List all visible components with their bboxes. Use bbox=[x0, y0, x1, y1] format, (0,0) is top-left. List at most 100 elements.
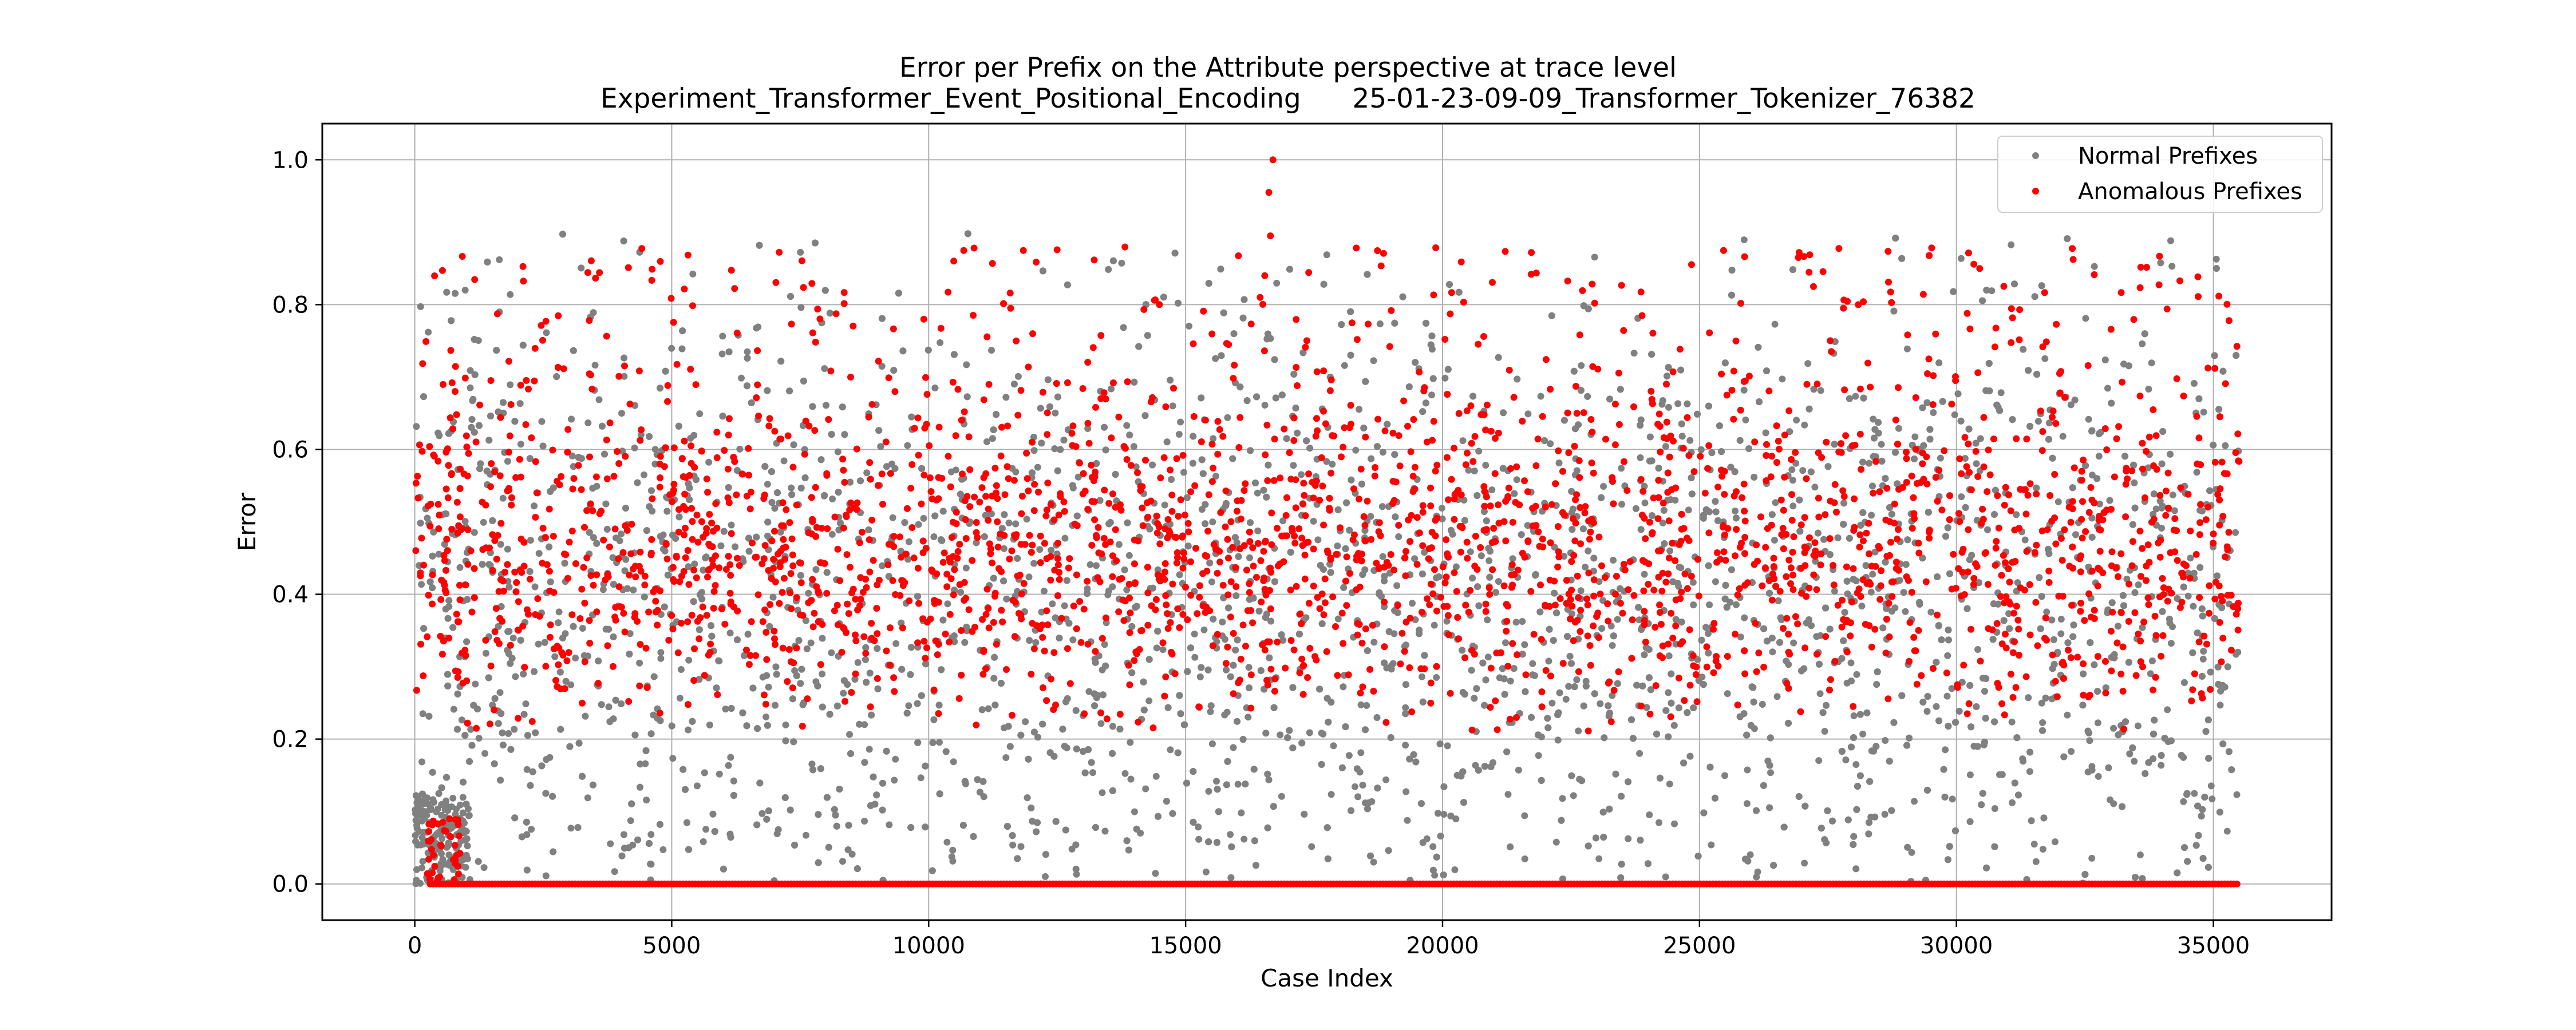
normal-point bbox=[584, 419, 592, 426]
normal-point bbox=[1059, 726, 1066, 733]
normal-point bbox=[1318, 620, 1326, 627]
normal-point bbox=[1279, 517, 1287, 525]
normal-point bbox=[1598, 494, 1605, 501]
normal-point bbox=[1609, 642, 1616, 649]
normal-point bbox=[1028, 469, 1036, 477]
normal-point bbox=[2174, 595, 2181, 602]
normal-point bbox=[495, 623, 502, 630]
normal-point bbox=[717, 542, 725, 549]
normal-point bbox=[962, 564, 970, 572]
normal-point bbox=[1022, 718, 1029, 726]
normal-point bbox=[1152, 870, 1159, 877]
normal-point bbox=[1933, 659, 1940, 666]
normal-point bbox=[1618, 501, 1626, 508]
normal-point bbox=[496, 256, 503, 263]
normal-point bbox=[851, 676, 859, 683]
normal-point bbox=[1340, 584, 1348, 591]
normal-point bbox=[964, 230, 971, 237]
normal-point bbox=[1039, 267, 1046, 275]
normal-point bbox=[1665, 364, 1672, 371]
normal-point bbox=[507, 746, 515, 753]
normal-point bbox=[1452, 563, 1460, 571]
normal-point bbox=[1101, 423, 1108, 431]
normal-point bbox=[790, 441, 797, 449]
normal-point bbox=[647, 730, 655, 738]
normal-point bbox=[574, 824, 582, 831]
normal-point bbox=[1834, 534, 1842, 541]
normal-point bbox=[1485, 557, 1493, 564]
normal-point bbox=[2207, 782, 2215, 790]
normal-point bbox=[2233, 791, 2241, 798]
normal-point bbox=[1740, 386, 1748, 394]
normal-point bbox=[1644, 860, 1652, 867]
normal-point bbox=[833, 702, 841, 710]
normal-point bbox=[1723, 604, 1730, 611]
normal-point bbox=[1052, 409, 1059, 417]
normal-point bbox=[957, 490, 964, 498]
normal-point bbox=[517, 441, 524, 448]
normal-point bbox=[1253, 862, 1259, 869]
normal-point bbox=[939, 616, 947, 624]
normal-point bbox=[507, 291, 514, 298]
normal-point bbox=[1714, 517, 1722, 524]
normal-point bbox=[936, 790, 943, 798]
normal-point bbox=[1678, 619, 1685, 626]
normal-point bbox=[1358, 480, 1365, 488]
normal-point bbox=[947, 468, 955, 476]
normal-point bbox=[1535, 752, 1542, 759]
normal-point bbox=[1262, 614, 1269, 621]
normal-point bbox=[1866, 819, 1872, 826]
normal-point bbox=[1844, 590, 1851, 597]
normal-point bbox=[1908, 849, 1915, 856]
normal-point bbox=[1801, 802, 1809, 810]
normal-point bbox=[758, 810, 766, 817]
normal-point bbox=[2079, 702, 2087, 709]
normal-point bbox=[1189, 459, 1196, 467]
normal-point bbox=[1712, 794, 1718, 802]
normal-point bbox=[631, 731, 639, 739]
normal-point bbox=[1155, 813, 1161, 820]
normal-point bbox=[1097, 720, 1105, 727]
normal-point bbox=[2145, 386, 2152, 393]
normal-point bbox=[1096, 497, 1104, 504]
normal-point bbox=[867, 802, 874, 809]
normal-point bbox=[2057, 630, 2065, 637]
normal-point bbox=[1919, 698, 1927, 706]
normal-point bbox=[1140, 678, 1147, 686]
normal-point bbox=[1981, 688, 1988, 695]
normal-point bbox=[1850, 712, 1858, 719]
normal-point bbox=[2039, 846, 2046, 853]
normal-point bbox=[1674, 400, 1682, 407]
normal-point bbox=[1364, 647, 1371, 655]
normal-point bbox=[1023, 516, 1030, 523]
normal-point bbox=[1993, 401, 2001, 409]
normal-point bbox=[834, 448, 841, 455]
normal-point bbox=[2121, 453, 2129, 460]
normal-point bbox=[466, 758, 473, 765]
normal-point bbox=[1598, 625, 1606, 632]
normal-point bbox=[1323, 251, 1330, 259]
normal-point bbox=[1210, 435, 1217, 442]
normal-point bbox=[2008, 718, 2016, 726]
normal-point bbox=[1510, 665, 1518, 672]
normal-point bbox=[593, 540, 600, 547]
normal-point bbox=[1363, 702, 1370, 709]
normal-point bbox=[549, 793, 556, 800]
normal-point bbox=[1357, 701, 1365, 708]
normal-point bbox=[1998, 771, 2006, 778]
normal-point bbox=[589, 781, 596, 789]
normal-point bbox=[863, 679, 870, 686]
normal-point bbox=[1135, 343, 1143, 350]
normal-point bbox=[1857, 521, 1864, 529]
normal-point bbox=[719, 332, 726, 340]
normal-point bbox=[444, 682, 452, 690]
normal-point bbox=[1689, 579, 1697, 586]
normal-point bbox=[425, 712, 433, 720]
normal-point bbox=[1123, 837, 1131, 845]
normal-point bbox=[1823, 702, 1830, 709]
normal-point bbox=[1200, 626, 1208, 633]
normal-point bbox=[618, 852, 626, 859]
normal-point bbox=[733, 636, 741, 644]
normal-point bbox=[2190, 603, 2197, 610]
normal-point bbox=[1660, 506, 1668, 514]
